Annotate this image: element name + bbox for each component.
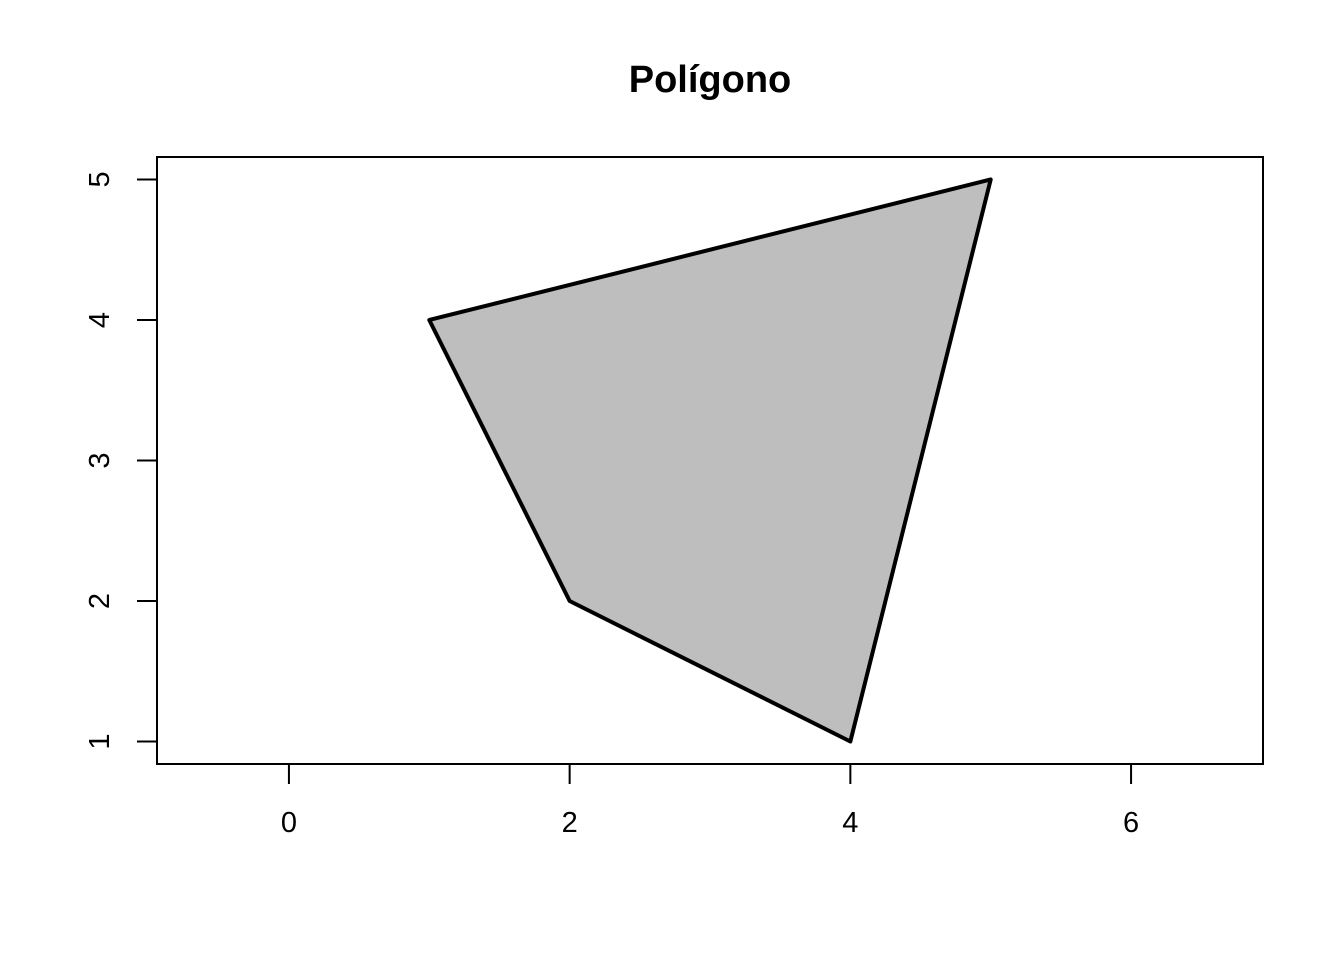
y-axis: 1 2 3 4 5 (84, 171, 158, 750)
x-axis: 0 2 4 6 (281, 763, 1139, 839)
y-tick-label: 3 (84, 452, 116, 468)
x-tick-label: 0 (281, 807, 297, 839)
y-tick-label: 2 (84, 593, 116, 609)
y-tick-label: 5 (84, 171, 116, 187)
data-polygon (427, 177, 993, 744)
x-tick-label: 4 (842, 807, 858, 839)
chart-title: Polígono (629, 59, 792, 101)
y-tick-label: 4 (84, 312, 116, 328)
x-tick-label: 6 (1123, 807, 1139, 839)
x-tick-label: 2 (562, 807, 578, 839)
y-tick-label: 1 (84, 733, 116, 749)
